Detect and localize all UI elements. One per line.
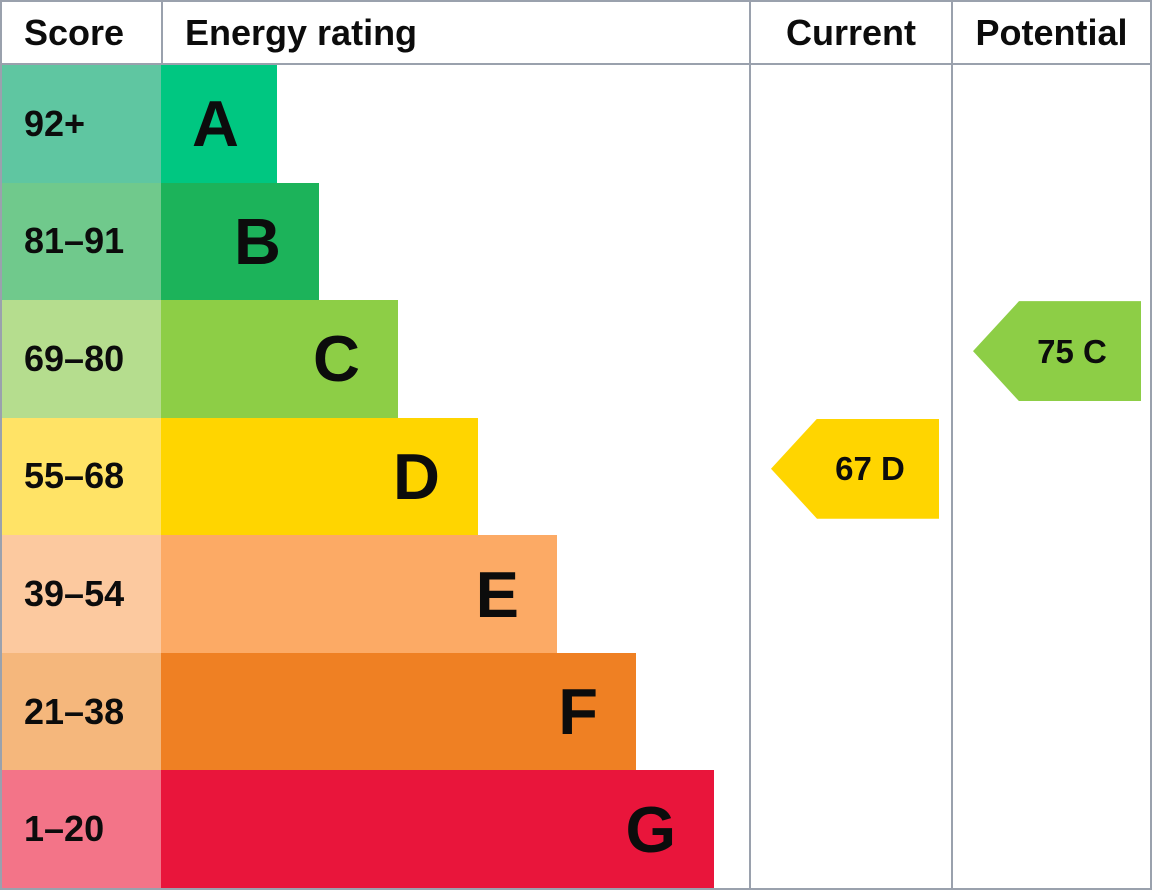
potential-column-cell [951, 535, 1150, 653]
band-letter: A [192, 87, 239, 161]
band-bar-b: B [161, 182, 319, 301]
band-bar-a: A [161, 65, 277, 183]
band-score-range-a: 92+ [2, 65, 161, 183]
band-bar-cell: B [161, 182, 749, 301]
current-column-cell [749, 300, 951, 418]
band-letter: C [313, 322, 360, 396]
current-column-cell [749, 652, 951, 771]
potential-rating-arrow: 75 C [973, 301, 1141, 402]
band-score-range-f: 21–38 [2, 652, 161, 771]
band-letter: B [234, 204, 281, 278]
band-score-range-b: 81–91 [2, 182, 161, 301]
current-column-cell [749, 182, 951, 301]
current-rating-arrow: 67 D [771, 418, 939, 519]
band-bar-cell: D [161, 417, 749, 536]
band-bar-cell: F [161, 652, 749, 771]
band-bar-cell: A [161, 65, 749, 183]
current-column-cell: 67 D [749, 417, 951, 536]
potential-column-cell: 75 C [951, 300, 1150, 418]
energy-rating-column-header: Energy rating [161, 2, 749, 65]
band-score-range-g: 1–20 [2, 770, 161, 888]
potential-column-cell [951, 652, 1150, 771]
band-letter: D [393, 439, 440, 513]
band-bar-cell: G [161, 770, 749, 888]
band-letter: F [558, 675, 598, 749]
band-bar-cell: E [161, 535, 749, 653]
band-bar-f: F [161, 652, 636, 771]
band-score-range-d: 55–68 [2, 417, 161, 536]
score-column-header: Score [2, 2, 161, 65]
potential-column-cell [951, 417, 1150, 536]
potential-column-cell [951, 182, 1150, 301]
band-bar-d: D [161, 417, 478, 536]
band-letter: G [625, 792, 676, 866]
current-column-cell [749, 535, 951, 653]
band-bar-e: E [161, 535, 557, 653]
band-score-range-e: 39–54 [2, 535, 161, 653]
potential-column-header: Potential [951, 2, 1150, 65]
band-bar-c: C [161, 300, 398, 418]
current-column-cell [749, 65, 951, 183]
current-column-header: Current [749, 2, 951, 65]
band-score-range-c: 69–80 [2, 300, 161, 418]
potential-column-cell [951, 65, 1150, 183]
band-bar-g: G [161, 770, 714, 888]
current-column-cell [749, 770, 951, 888]
band-letter: E [475, 557, 519, 631]
band-bar-cell: C [161, 300, 749, 418]
potential-column-cell [951, 770, 1150, 888]
